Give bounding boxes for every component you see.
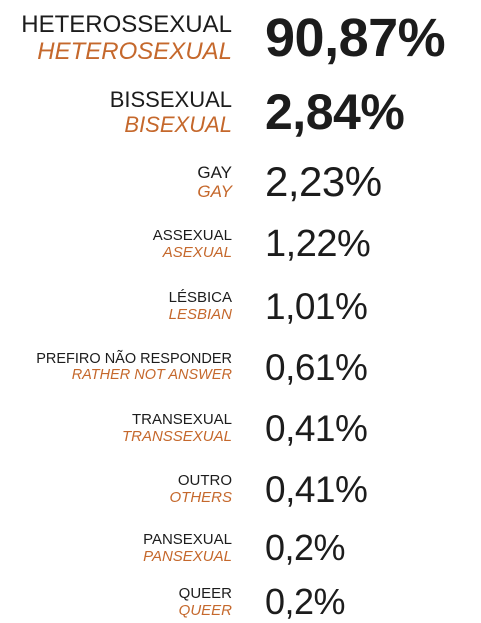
percentage: 0,41% (265, 468, 368, 510)
row-labels: OUTRO OTHERS (169, 472, 232, 507)
label-en: HETEROSEXUAL (37, 38, 232, 66)
label-en: RATHER NOT ANSWER (71, 367, 232, 384)
label-en: PANSEXUAL (143, 547, 232, 565)
percentage: 2,23% (265, 158, 382, 205)
percentage: 2,84% (265, 84, 405, 140)
row-labels: HETEROSSEXUAL HETEROSEXUAL (21, 11, 232, 66)
label-en: TRANSSEXUAL (121, 427, 232, 445)
label-pt: TRANSEXUAL (131, 410, 232, 428)
label-pt: QUEER (178, 584, 232, 602)
label-pt: PANSEXUAL (143, 530, 232, 548)
label-pt: LÉSBICA (168, 288, 232, 306)
percentage: 0,61% (265, 346, 368, 388)
percentage: 0,2% (265, 527, 346, 568)
row-labels: PREFIRO NÃO RESPONDER RATHER NOT ANSWER (36, 351, 232, 384)
percentage: 90,87% (265, 8, 446, 68)
percentage: 1,01% (265, 285, 368, 327)
label-en: LESBIAN (168, 305, 232, 323)
label-en: ASEXUAL (162, 243, 232, 261)
row-labels: TRANSEXUAL TRANSSEXUAL (122, 411, 232, 446)
row-labels: BISSEXUAL BISEXUAL (110, 87, 232, 138)
label-pt: HETEROSSEXUAL (21, 10, 232, 38)
row-labels: LÉSBICA LESBIAN (169, 289, 232, 324)
row-labels: PANSEXUAL PANSEXUAL (143, 531, 232, 566)
percentage: 0,2% (265, 581, 346, 622)
label-en: BISEXUAL (124, 111, 232, 137)
row-labels: QUEER QUEER (179, 585, 232, 620)
label-en: GAY (197, 182, 232, 202)
percentage: 1,22% (265, 223, 371, 265)
label-pt: PREFIRO NÃO RESPONDER (36, 350, 232, 367)
row-labels: ASSEXUAL ASEXUAL (153, 227, 232, 262)
label-pt: ASSEXUAL (152, 226, 232, 244)
percentage: 0,41% (265, 407, 368, 449)
label-en: QUEER (178, 601, 232, 619)
row-labels: GAY GAY (197, 163, 232, 202)
label-pt: GAY (197, 162, 232, 182)
label-en: OTHERS (169, 488, 232, 506)
label-pt: OUTRO (177, 471, 232, 489)
label-pt: BISSEXUAL (109, 86, 232, 112)
